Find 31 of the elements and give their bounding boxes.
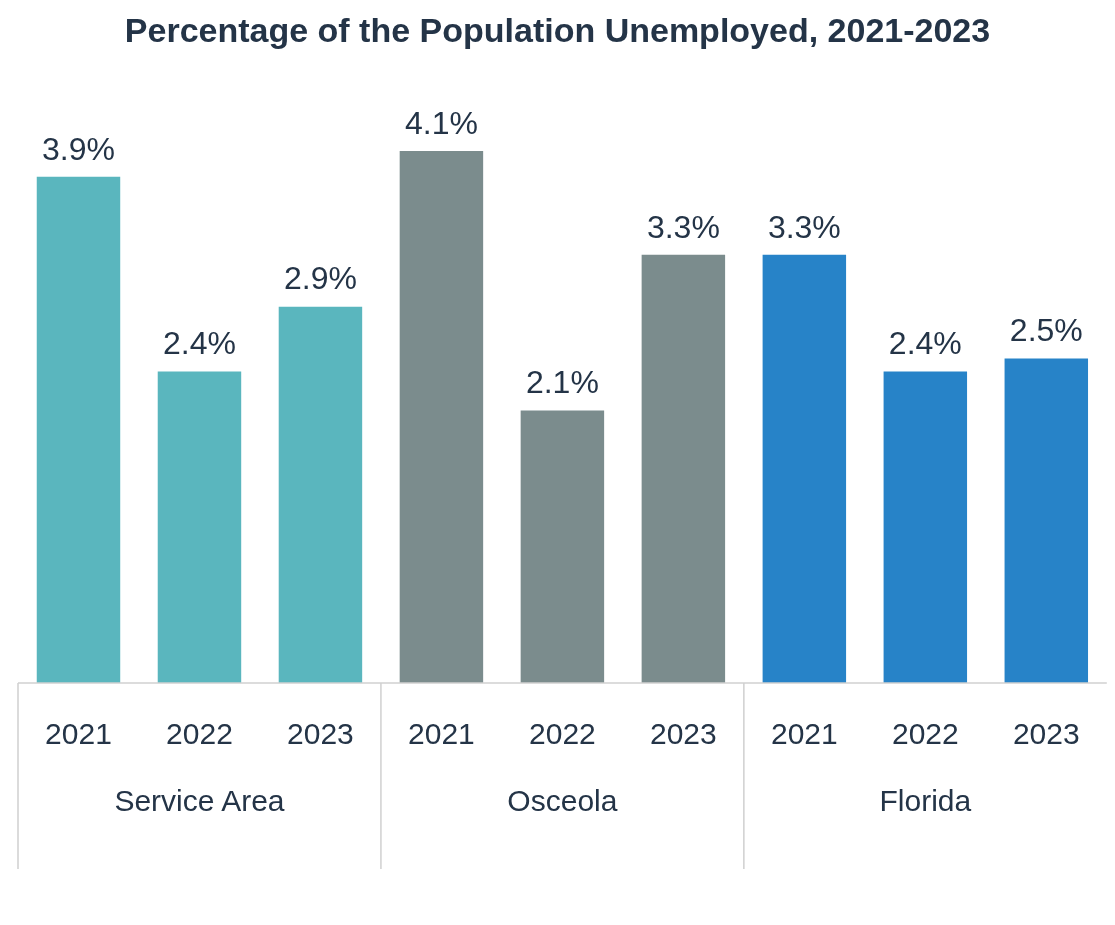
data-label: 3.3% [646,208,720,245]
x-tick-label: 2022 [891,717,959,751]
x-tick-label: 2023 [287,717,354,751]
text: Service Area [114,784,285,818]
data-label: 2.4% [163,325,236,362]
x-tick-label: 2022 [529,717,596,751]
text: Osceola [507,784,618,818]
bar [641,254,726,683]
data-label: 3.9% [42,130,115,167]
text: Florida [879,784,972,818]
bar [278,306,363,683]
data-label: 2.4% [888,325,962,362]
data-label: 2.9% [283,260,357,297]
bar [1004,358,1089,683]
x-tick-label: 2023 [649,717,717,751]
bar [883,371,968,683]
x-tick-label: 2023 [1012,717,1080,751]
x-tick-label: 2021 [408,717,475,751]
data-label: 2.1% [525,364,599,401]
bar [762,254,847,683]
bar [36,176,121,683]
data-label: 2.5% [1009,312,1083,349]
x-tick-label: 2021 [770,717,838,751]
chart-title: Percentage of the Population Unemployed, 2021-2023 [123,10,992,51]
x-tick-label: 2022 [166,717,233,751]
x-tick-label: 2021 [45,717,112,751]
data-label: 3.3% [767,208,841,245]
bar [157,371,242,683]
data-label: 4.1% [404,104,478,141]
bar [520,410,605,683]
bar [399,150,484,683]
